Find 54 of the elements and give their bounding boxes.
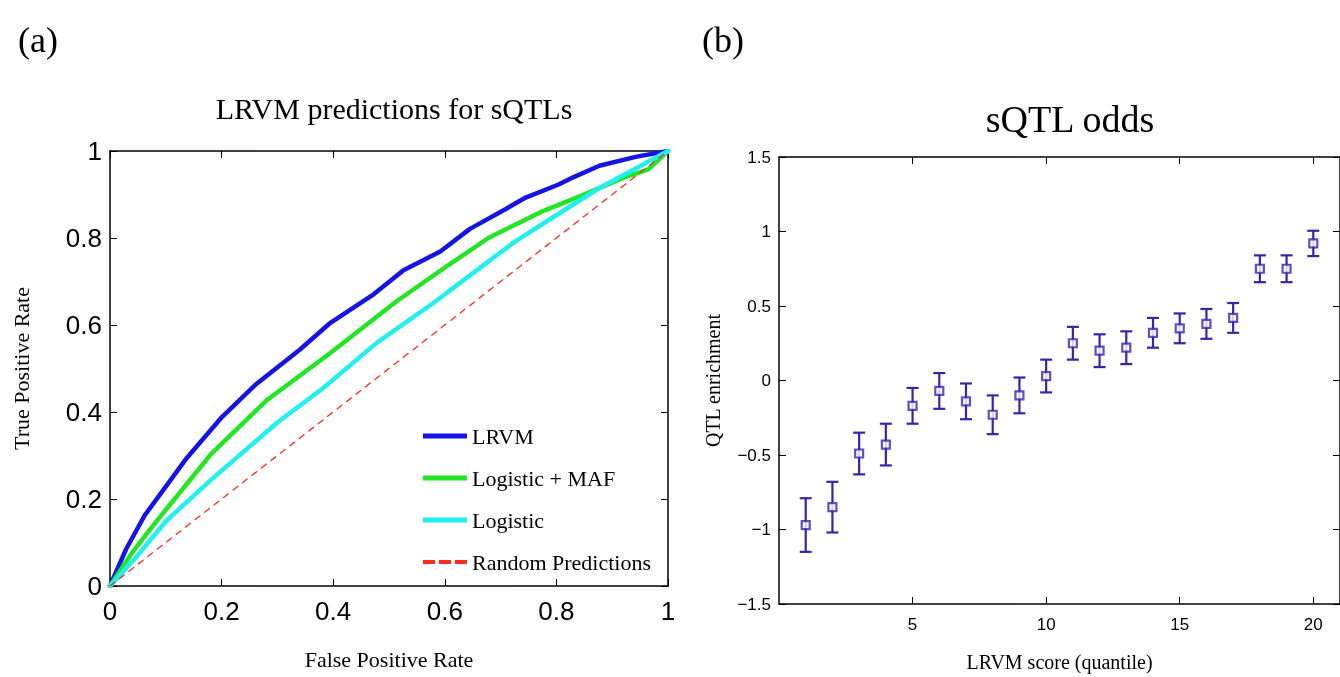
point <box>1094 345 1105 356</box>
point <box>1067 338 1078 349</box>
y-axis-title: QTL enrichment <box>702 313 724 448</box>
x-tick-label: 10 <box>1036 615 1056 634</box>
point <box>1254 263 1265 274</box>
y-tick-label: 0.6 <box>65 310 102 340</box>
point <box>987 409 998 420</box>
y-tick-label: 0.4 <box>65 397 102 427</box>
y-tick-label: 0 <box>761 371 771 390</box>
point <box>960 396 972 407</box>
chart-title: LRVM predictions for sQTLs <box>215 91 573 125</box>
x-tick-label: 0.2 <box>203 596 240 626</box>
x-axis-title: False Positive Rate <box>304 646 474 672</box>
point <box>1281 263 1292 274</box>
x-tick-label: 1 <box>660 596 676 626</box>
point <box>934 385 945 397</box>
point <box>1041 370 1052 382</box>
point <box>854 448 865 459</box>
point <box>1014 390 1025 401</box>
y-tick-label: 0 <box>87 571 102 601</box>
text: (b) <box>702 20 744 60</box>
legend-label: Random Predictions <box>471 549 652 575</box>
text: (a) <box>18 20 58 60</box>
legend-label: Logistic + MAF <box>471 465 616 491</box>
x-tick-label: 5 <box>907 615 918 634</box>
y-tick-label: 0.5 <box>747 296 771 316</box>
y-tick-label: 1 <box>87 136 102 166</box>
y-tick-label: −1.5 <box>737 594 771 614</box>
point <box>1228 312 1239 324</box>
point <box>907 400 918 411</box>
point <box>1121 342 1132 353</box>
legend-label: LRVM <box>471 423 534 449</box>
point <box>1308 238 1319 249</box>
point <box>1174 323 1185 334</box>
legend-label: Logistic <box>471 507 545 533</box>
x-axis-title: LRVM score (quantile) <box>966 651 1153 674</box>
y-tick-label: 1.5 <box>747 147 771 167</box>
point <box>1147 327 1159 338</box>
y-tick-label: −1 <box>751 520 771 539</box>
point <box>800 519 811 531</box>
x-tick-label: 20 <box>1303 615 1323 634</box>
y-tick-label: −0.5 <box>737 445 771 465</box>
point <box>880 439 891 450</box>
y-axis-title: True Positive Rate <box>8 287 34 450</box>
x-tick-label: 0.8 <box>538 596 575 626</box>
y-tick-label: 0.8 <box>65 223 102 253</box>
chart-title: sQTL odds <box>985 98 1155 140</box>
y-tick-label: 0.2 <box>65 484 102 514</box>
y-tick-label: 1 <box>761 222 771 241</box>
x-tick-label: 0.6 <box>426 596 463 626</box>
x-tick-label: 0.4 <box>315 596 352 626</box>
point <box>1201 318 1212 329</box>
point <box>827 502 838 513</box>
x-tick-label: 15 <box>1170 615 1190 634</box>
